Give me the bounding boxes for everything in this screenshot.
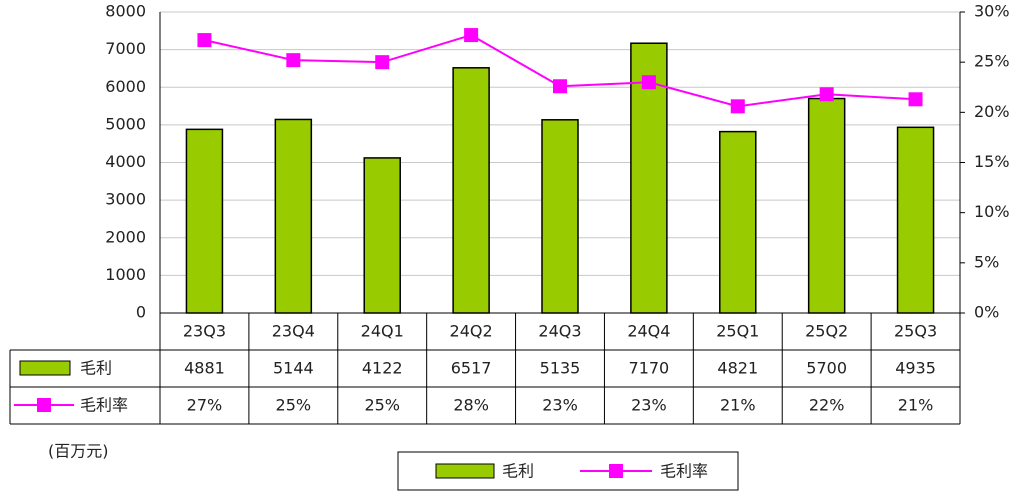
y2-tick-label: 0%: [974, 303, 999, 322]
y-tick-label: 8000: [105, 2, 146, 21]
row-label: 毛利率: [80, 396, 128, 415]
table-value: 23%: [631, 396, 667, 415]
x-tick-label: 25Q3: [894, 322, 937, 341]
y2-tick-label: 10%: [974, 202, 1010, 221]
legend-key: [435, 463, 495, 479]
y2-tick-label: 5%: [974, 252, 999, 271]
y2-tick-label: 20%: [974, 102, 1010, 121]
bar: [807, 97, 846, 314]
table-value: 5700: [806, 359, 847, 378]
bar: [452, 67, 490, 314]
table-value: 28%: [453, 396, 489, 415]
y-tick-label: 7000: [105, 39, 146, 58]
table-value: 25%: [364, 396, 400, 415]
table-value: 5135: [540, 359, 581, 378]
table-value: 6517: [451, 359, 492, 378]
x-tick-label: 24Q3: [538, 322, 581, 341]
legend-key: [19, 360, 71, 376]
marker: [908, 92, 923, 107]
table-value: 5144: [273, 359, 314, 378]
y-tick-label: 4000: [105, 152, 146, 171]
table-value: 27%: [187, 396, 223, 415]
y2-tick-label: 25%: [974, 52, 1010, 71]
unit-label: (百万元): [48, 442, 109, 461]
legend-box: [397, 451, 739, 491]
row-label: 毛利: [80, 359, 112, 378]
y-tick-label: 2000: [105, 227, 146, 246]
table-value: 25%: [276, 396, 312, 415]
legend-key: [37, 398, 51, 412]
x-tick-label: 25Q1: [716, 322, 759, 341]
x-tick-label: 24Q4: [627, 322, 670, 341]
table-value: 23%: [542, 396, 578, 415]
bar: [896, 126, 935, 314]
marker: [553, 79, 567, 94]
y-tick-label: 0: [136, 303, 146, 322]
y-tick-label: 6000: [105, 77, 146, 96]
marker: [819, 87, 834, 102]
legend-key: [609, 464, 623, 478]
x-tick-label: 23Q3: [183, 322, 226, 341]
marker: [730, 99, 745, 114]
y2-tick-label: 30%: [974, 2, 1010, 21]
y2-tick-label: 15%: [974, 152, 1010, 171]
x-tick-label: 24Q1: [361, 322, 404, 341]
bar: [541, 119, 579, 314]
legend-label: 毛利率: [660, 462, 708, 481]
marker: [197, 33, 212, 48]
table-value: 7170: [629, 359, 670, 378]
y-tick-label: 5000: [105, 114, 146, 133]
bar: [274, 118, 313, 314]
bar: [185, 128, 224, 314]
x-tick-label: 25Q2: [805, 322, 848, 341]
marker: [464, 28, 479, 43]
marker: [286, 53, 301, 68]
table-value: 4122: [362, 359, 403, 378]
table-value: 4935: [895, 359, 936, 378]
table-value: 4821: [717, 359, 758, 378]
y-tick-label: 1000: [105, 265, 146, 284]
table-value: 22%: [809, 396, 845, 415]
bar: [719, 130, 757, 314]
line: [204, 33, 916, 108]
table-value: 21%: [898, 396, 934, 415]
x-tick-label: 23Q4: [272, 322, 315, 341]
table-value: 21%: [720, 396, 756, 415]
table-value: 4881: [184, 359, 225, 378]
x-tick-label: 24Q2: [450, 322, 493, 341]
marker: [375, 55, 390, 70]
y-tick-label: 3000: [105, 190, 146, 209]
legend-label: 毛利: [502, 462, 534, 481]
bar: [363, 157, 401, 314]
marker: [641, 75, 656, 90]
